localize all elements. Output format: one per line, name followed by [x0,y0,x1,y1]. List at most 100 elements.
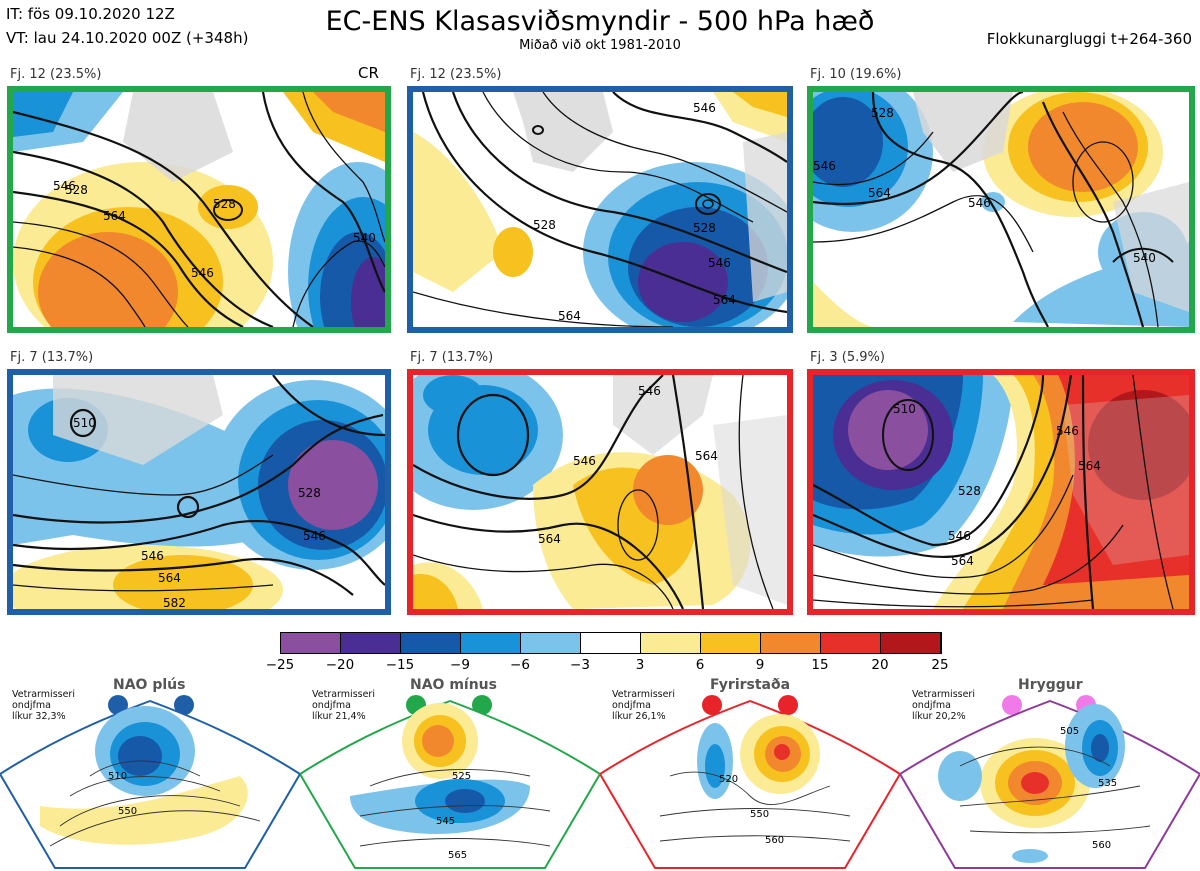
contour-label: 528 [693,221,716,235]
contour-label: 564 [158,571,181,585]
contour-label: 564 [538,532,561,546]
contour-label: 550 [750,809,769,820]
colorbar-segment [581,633,641,653]
contour-label: 564 [695,449,718,463]
contour-label: 510 [108,771,127,782]
cluster-map-panel: 510 528 546 564 546 582 [7,369,391,615]
panel-label: Fj. 7 (13.7%) [410,350,494,365]
contour-label: 546 [53,179,76,193]
colorbar-tick-label: −20 [325,657,355,673]
regime-note: Vetrarmisseri ondjfma líkur 26,1% [612,689,675,722]
colorbar-segment [281,633,341,653]
regime-note: Vetrarmisseri ondjfma líkur 20,2% [912,689,975,722]
contour-label: 560 [1092,840,1111,851]
colorbar-segment [761,633,821,653]
colorbar [280,632,942,654]
colorbar-tick-label: 20 [871,657,889,673]
regime-ridge: Vetrarmisseri ondjfma líkur 20,2% Hryggur … [900,676,1200,871]
contour-label: 520 [719,774,738,785]
colorbar-segment [701,633,761,653]
anomaly-map: 528 546 564 546 540 528 [13,92,385,327]
contour-label: 505 [1060,726,1079,737]
regime-title: Hryggur [1018,677,1083,693]
contour-label: 560 [765,835,784,846]
contour-label: 510 [893,402,916,416]
contour-label: 564 [713,293,736,307]
contour-label: 546 [813,159,836,173]
contour-label: 546 [708,256,731,270]
contour-label: 545 [436,816,455,827]
colorbar-tick-label: −3 [570,657,590,673]
contour-label: 510 [73,416,96,430]
page-title: EC-ENS Klasasviðsmyndir - 500 hPa hæð [325,6,875,37]
regime-dot [472,695,492,715]
anomaly-map: 546 528 528 546 564 564 [413,92,787,327]
regime-title: NAO mínus [410,677,497,693]
panel-label: Fj. 3 (5.9%) [810,350,885,365]
anomaly-map: 510 528 546 564 546 582 [13,375,385,609]
contour-label: 564 [558,309,581,323]
anomaly-map: 528 546 564 546 540 [813,92,1189,327]
contour-label: 535 [1098,778,1117,789]
initial-time: IT: fös 09.10.2020 12Z [6,5,175,23]
regime-nao-minus: Vetrarmisseri ondjfma líkur 21,4% NAO mínu… [300,676,600,871]
cr-marker: CR [358,64,379,82]
anomaly-map: 546 564 546 564 [413,375,787,609]
colorbar-segment [461,633,521,653]
regime-nao-plus: Vetrarmisseri ondjfma líkur 32,3% NAO plús… [0,676,300,871]
colorbar-tick-label: −25 [265,657,295,673]
colorbar-tick-label: −6 [510,657,530,673]
classification-window: Flokkunargluggi t+264-360 [986,30,1192,48]
contour-label: 528 [871,106,894,120]
regime-map: 505 535 560 [900,699,1200,869]
regime-dot [1002,695,1022,715]
contour-label: 546 [573,454,596,468]
contour-label: 540 [1133,251,1156,265]
cluster-map-panel: 510 528 546 564 546 564 [807,369,1195,615]
cluster-map-panel: 528 546 564 546 540 528 [7,86,391,333]
contour-label: 528 [958,484,981,498]
contour-label: 528 [298,486,321,500]
contour-label: 564 [951,554,974,568]
colorbar-tick-label: 15 [811,657,829,673]
colorbar-segment [521,633,581,653]
panel-label: Fj. 12 (23.5%) [410,67,502,82]
panel-label: Fj. 7 (13.7%) [10,350,94,365]
contour-label: 528 [213,197,236,211]
colorbar-tick-label: −15 [385,657,415,673]
contour-label: 564 [103,209,126,223]
contour-label: 528 [533,218,556,232]
regime-dot [778,695,798,715]
contour-label: 546 [968,196,991,210]
page-subtitle: Miðað við okt 1981-2010 [519,38,681,53]
contour-label: 550 [118,806,137,817]
colorbar-segment [881,633,941,653]
panel-label: Fj. 10 (19.6%) [810,67,902,82]
panel-label: Fj. 12 (23.5%) [10,67,102,82]
regime-title: NAO plús [113,677,186,693]
contour-label: 546 [1056,424,1079,438]
anomaly-map: 510 528 546 564 546 564 [813,375,1189,609]
colorbar-tick-label: 3 [635,657,645,673]
contour-label: 565 [448,850,467,861]
contour-label: 546 [303,529,326,543]
regime-dot [108,695,128,715]
contour-label: 582 [163,596,186,609]
regime-title: Fyrirstaða [710,677,791,693]
contour-label: 540 [353,231,376,245]
colorbar-tick-label: 25 [931,657,949,673]
cluster-map-panel: 546 528 528 546 564 564 [407,86,793,333]
regime-map: 525 545 565 [300,699,600,869]
contour-label: 525 [452,771,471,782]
regime-blocking: Vetrarmisseri ondjfma líkur 26,1% Fyrirsta… [600,676,900,871]
contour-label: 528 [65,183,88,197]
contour-label: 546 [638,384,661,398]
colorbar-tick-label: 6 [695,657,705,673]
colorbar-segment [821,633,881,653]
colorbar-segment [401,633,461,653]
regime-map: 520 550 560 [600,699,900,869]
contour-label: 546 [191,266,214,280]
regime-dot [174,695,194,715]
contour-label: 546 [693,101,716,115]
contour-label: 546 [141,549,164,563]
